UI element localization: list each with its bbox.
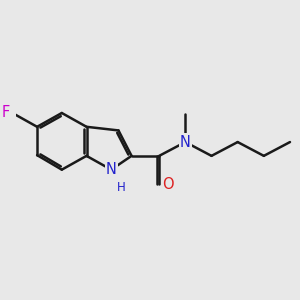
Text: H: H — [117, 181, 126, 194]
Text: O: O — [163, 177, 174, 192]
Text: F: F — [2, 106, 10, 121]
Text: N: N — [106, 162, 117, 177]
Text: N: N — [180, 135, 191, 150]
